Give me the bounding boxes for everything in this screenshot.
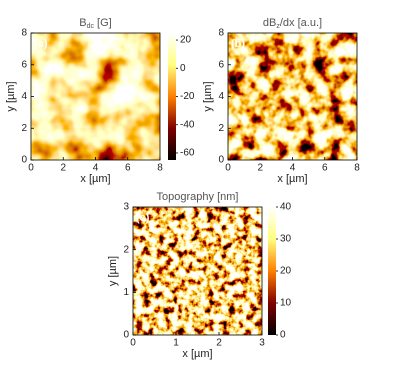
colorbar-tick-label: -60 — [180, 148, 195, 159]
title-suffix: /dx [a.u.] — [280, 17, 322, 29]
y-tick-label: 4 — [21, 91, 27, 102]
x-tick-label: 0 — [130, 338, 136, 349]
panel-label: (a) — [34, 38, 48, 50]
x-tick-label: 1 — [173, 338, 179, 349]
x-tick-label: 2 — [257, 163, 263, 174]
x-tick-label: 8 — [157, 163, 163, 174]
colorbar-tick-label: -20 — [180, 91, 195, 102]
x-tick-label: 6 — [125, 163, 131, 174]
title-subscript: dc — [87, 23, 95, 30]
y-axis-label: y [µm] — [5, 81, 17, 111]
x-tick-label: 8 — [354, 163, 360, 174]
x-tick-label: 3 — [259, 338, 265, 349]
y-axis-label: y [µm] — [107, 256, 119, 286]
x-tick-label: 2 — [216, 338, 222, 349]
colorbar-tick-label: 20 — [280, 266, 292, 277]
heatmap-image — [228, 33, 357, 160]
x-axis-label: x [µm] — [80, 173, 110, 185]
y-tick-label: 2 — [218, 123, 224, 134]
x-tick-label: 0 — [225, 163, 231, 174]
panel-label: (c) — [136, 212, 150, 224]
panel-title: dBz/dx [a.u.] — [263, 17, 322, 30]
x-tick-label: 0 — [28, 163, 34, 174]
colorbar-tick-label: 40 — [280, 202, 292, 213]
colorbar-tick-label: 30 — [280, 234, 292, 245]
colorbar-tick-label: 0 — [180, 63, 186, 74]
x-tick-label: 4 — [290, 163, 296, 174]
x-tick-label: 6 — [322, 163, 328, 174]
y-tick-label: 0 — [218, 155, 224, 166]
heatmap-image — [31, 33, 160, 160]
y-tick-label: 8 — [218, 28, 224, 39]
panel-title: Topography [nm] — [157, 191, 239, 203]
y-tick-label: 6 — [21, 59, 27, 70]
heatmap-image — [133, 207, 262, 335]
panel-title: Bdc [G] — [79, 17, 111, 30]
title-base: dB — [263, 17, 276, 29]
y-axis-label: y [µm] — [202, 81, 214, 111]
title-subscript: z — [276, 23, 280, 30]
colorbar-tick-label: 0 — [280, 330, 286, 341]
x-axis-label: x [µm] — [277, 173, 307, 185]
panel-label: (b) — [231, 38, 245, 50]
y-tick-label: 3 — [123, 202, 129, 213]
y-tick-label: 4 — [218, 91, 224, 102]
x-axis-label: x [µm] — [182, 348, 212, 360]
y-tick-label: 8 — [21, 28, 27, 39]
title-base: B — [79, 17, 86, 29]
colorbar — [168, 33, 176, 160]
y-tick-label: 6 — [218, 59, 224, 70]
x-tick-label: 4 — [93, 163, 99, 174]
x-tick-label: 2 — [60, 163, 66, 174]
colorbar-tick-label: 10 — [280, 298, 292, 309]
colorbar-tick-label: 20 — [180, 35, 192, 46]
plot-frame — [132, 206, 263, 336]
colorbar — [268, 207, 276, 335]
y-tick-label: 1 — [123, 287, 129, 298]
y-tick-label: 0 — [21, 155, 27, 166]
y-tick-label: 0 — [123, 330, 129, 341]
y-tick-label: 2 — [21, 123, 27, 134]
colorbar-tick-label: -40 — [180, 119, 195, 130]
title-suffix: [G] — [94, 17, 112, 29]
y-tick-label: 2 — [123, 244, 129, 255]
